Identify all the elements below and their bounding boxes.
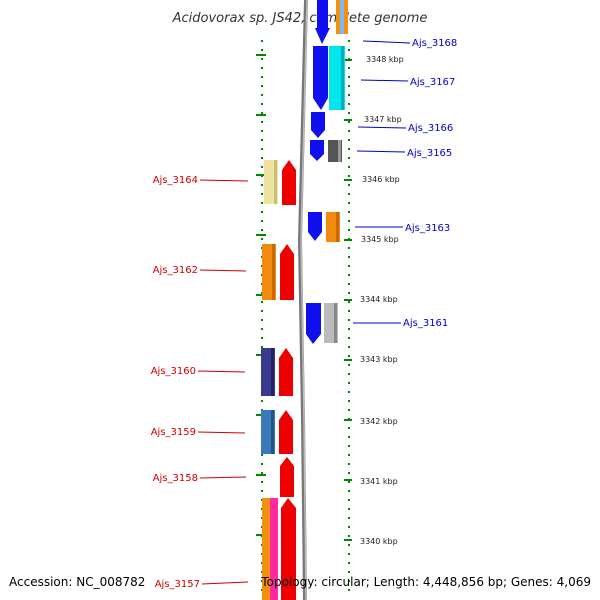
gene-label: Ajs_3166 xyxy=(408,123,453,134)
scale-label: 3344 kbp xyxy=(360,295,398,304)
scale-labels: 3348 kbp 3347 kbp 3346 kbp 3345 kbp 3344… xyxy=(360,55,404,546)
gene-label: Ajs_3161 xyxy=(403,318,448,329)
scale-label: 3342 kbp xyxy=(360,417,398,426)
scale-label: 3341 kbp xyxy=(360,477,398,486)
right-label-ajs-3161: Ajs_3161 xyxy=(353,318,448,329)
scale-label: 3345 kbp xyxy=(361,235,399,244)
gene-ajs-3163[interactable] xyxy=(308,212,340,242)
map-title: Acidovorax sp. JS42, complete genome xyxy=(172,11,428,26)
gene-label: Ajs_3157 xyxy=(155,579,200,590)
left-label-ajs-3162: Ajs_3162 xyxy=(153,265,247,276)
gene-ajs-3161[interactable] xyxy=(306,303,338,344)
genome-backbone xyxy=(297,0,308,600)
gene-label: Ajs_3160 xyxy=(151,366,196,377)
gene-ajs-3164[interactable] xyxy=(264,160,296,205)
left-label-ajs-3158: Ajs_3158 xyxy=(153,473,247,484)
gene-ajs-3168[interactable] xyxy=(315,0,348,44)
scale-label: 3348 kbp xyxy=(366,55,404,64)
gene-ajs-3167[interactable] xyxy=(313,46,345,110)
accession-text: Accession: NC_008782 xyxy=(9,575,145,589)
right-label-ajs-3168: Ajs_3168 xyxy=(362,38,457,49)
left-label-ajs-3159: Ajs_3159 xyxy=(151,427,246,438)
right-label-ajs-3166: Ajs_3166 xyxy=(357,123,453,134)
right-label-ajs-3163: Ajs_3163 xyxy=(355,223,450,234)
right-label-ajs-3167: Ajs_3167 xyxy=(360,77,455,88)
scale-label: 3340 kbp xyxy=(360,537,398,546)
gene-ajs-3160[interactable] xyxy=(261,348,293,396)
gene-label: Ajs_3167 xyxy=(410,77,455,88)
gene-label: Ajs_3168 xyxy=(412,38,457,49)
left-label-ajs-3160: Ajs_3160 xyxy=(151,366,246,377)
topology-text: Topology: circular; Length: 4,448,856 bp… xyxy=(260,575,591,589)
gene-ajs-3157[interactable] xyxy=(262,498,296,600)
gene-ajs-3158[interactable] xyxy=(280,457,294,497)
gene-ajs-3166[interactable] xyxy=(311,112,325,138)
gene-ajs-3159[interactable] xyxy=(261,410,293,454)
right-label-ajs-3165: Ajs_3165 xyxy=(356,148,452,159)
gene-label: Ajs_3159 xyxy=(151,427,196,438)
left-label-ajs-3157: Ajs_3157 xyxy=(155,579,249,590)
gene-ajs-3162[interactable] xyxy=(262,244,294,300)
gene-label: Ajs_3162 xyxy=(153,265,198,276)
gene-label: Ajs_3164 xyxy=(153,175,198,186)
scale-label: 3347 kbp xyxy=(364,115,402,124)
gene-label: Ajs_3163 xyxy=(405,223,450,234)
left-label-ajs-3164: Ajs_3164 xyxy=(153,175,249,186)
scale-label: 3346 kbp xyxy=(362,175,400,184)
scale-label: 3343 kbp xyxy=(360,355,398,364)
gene-label: Ajs_3158 xyxy=(153,473,198,484)
gene-ajs-3165[interactable] xyxy=(310,140,342,162)
gene-label: Ajs_3165 xyxy=(407,148,452,159)
